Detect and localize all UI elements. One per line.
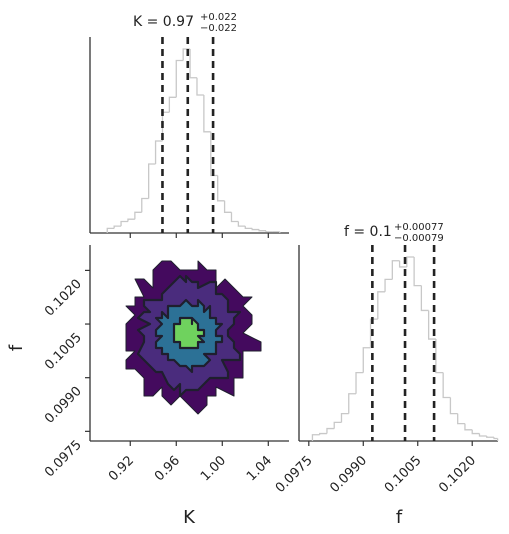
f-hist-bin: [369, 318, 378, 348]
k-hist-bin: [148, 163, 156, 199]
k-hist-bin: [196, 77, 204, 96]
f-hist-bin: [355, 371, 364, 394]
k-title-minus: −0.022: [200, 23, 237, 34]
f-hist-bin: [391, 260, 400, 280]
f-title: f = 0.1: [344, 224, 392, 240]
k-hist-bin: [106, 227, 115, 233]
k-hist-bin: [134, 211, 142, 220]
f-hist-bin: [340, 412, 349, 423]
f-hist-bin: [326, 427, 335, 434]
k-title-main: K = 0.97: [133, 14, 194, 30]
k-hist-bin: [120, 220, 128, 227]
f-hist-bin: [362, 347, 371, 373]
f-title-minus: −0.00079: [394, 233, 444, 244]
f-hist-bin: [348, 393, 357, 414]
k-hist-bin: [265, 230, 273, 233]
x-axis-label-k: K: [183, 507, 196, 528]
k-hist-bin: [258, 229, 266, 232]
k-hist-bin: [244, 226, 253, 230]
f-hist-bin: [427, 310, 436, 340]
contour-level-core: [172, 316, 206, 350]
k-title: K = 0.97: [133, 14, 194, 30]
k-hist-bin: [237, 221, 246, 227]
f-y-tick-label: 0.0975: [42, 438, 85, 481]
f-hist-bin: [406, 256, 415, 267]
f-hist-bin: [449, 397, 458, 415]
k-title-plus: +0.022: [200, 12, 237, 23]
f-hist-bin: [333, 421, 342, 429]
k-hist-bin: [127, 218, 135, 222]
k-tick-label: 0.96: [152, 453, 183, 484]
f-title-plus: +0.00077: [394, 222, 444, 233]
f-tick-label: 0.1005: [382, 453, 425, 496]
k-hist-bin: [230, 212, 239, 223]
k-hist-bin: [203, 95, 211, 133]
f-y-tick-label: 0.1020: [42, 277, 85, 320]
k-hist-bin: [113, 225, 122, 229]
x-axis-label-f: f: [396, 507, 403, 528]
f-hist-bin: [420, 285, 429, 312]
f-tick-label: 0.1020: [436, 453, 479, 496]
k-tick-label: 1.04: [244, 453, 275, 484]
k-hist-bin: [210, 131, 218, 177]
f-tick-label: 0.0990: [327, 453, 370, 496]
f-title-main: f = 0.1: [344, 224, 392, 240]
f-hist-bin: [486, 436, 495, 438]
f-hist-bin: [398, 260, 407, 268]
f-hist-bin: [493, 437, 498, 440]
k-tick-label: 0.92: [106, 453, 137, 484]
f-tick-label: 0.0975: [273, 453, 316, 496]
f-hist-bin: [442, 372, 451, 399]
f-histogram-panel: [298, 245, 499, 442]
k-hist-bin: [168, 96, 177, 113]
k-tick-label: 1.00: [198, 453, 229, 484]
f-hist-bin: [413, 257, 422, 287]
f-hist-bin: [457, 413, 465, 425]
k-hist-bin: [217, 175, 225, 202]
f-hist-bin: [319, 432, 327, 435]
f-hist-bin: [435, 339, 444, 374]
f-y-tick-label: 0.1005: [42, 330, 85, 373]
f-hist-bin: [464, 423, 473, 431]
k-hist-bin: [251, 228, 260, 231]
k-hist-bin: [141, 197, 149, 213]
f-hist-bin: [478, 433, 487, 437]
y-axis-label-f: f: [6, 344, 27, 351]
f-hist-bin: [471, 429, 480, 435]
f-hist-bin: [384, 278, 393, 292]
f-hist-bin: [311, 434, 320, 441]
f-y-tick-label: 0.0990: [42, 384, 85, 427]
k-hist-bin: [189, 49, 197, 79]
k-histogram-panel: [89, 37, 289, 234]
k-hist-bin: [154, 140, 163, 164]
k-hist-bin: [175, 59, 184, 98]
joint-contour-panel: [89, 245, 289, 442]
f-hist-bin: [377, 291, 386, 320]
k-hist-bin: [223, 200, 232, 213]
